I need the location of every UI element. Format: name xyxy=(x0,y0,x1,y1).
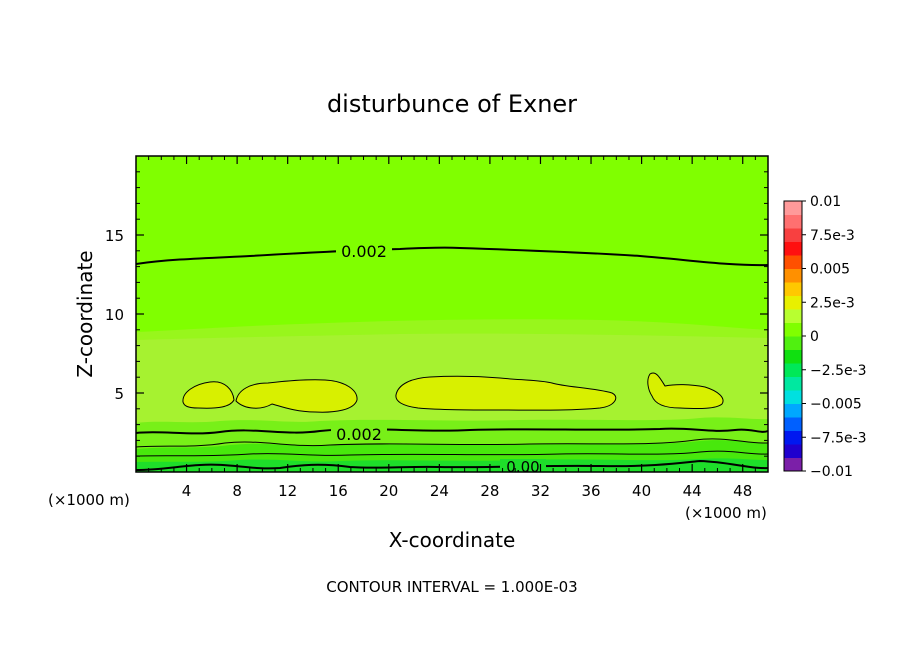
colorbar-swatch xyxy=(784,241,802,256)
colorbar-label: −7.5e-3 xyxy=(810,430,867,446)
contour-line-002-upper xyxy=(136,246,768,267)
x-tick-label: 8 xyxy=(232,482,242,500)
colorbar-label: 0.005 xyxy=(810,262,850,278)
colorbar-swatch xyxy=(784,322,802,337)
y-tick-label: 10 xyxy=(105,306,124,324)
colorbar-label: 0.01 xyxy=(810,194,841,210)
x-tick-label: 48 xyxy=(733,482,752,500)
contour-interval-note: CONTOUR INTERVAL = 1.000E-03 xyxy=(326,578,577,596)
contour-line-0010 xyxy=(136,450,768,457)
colorbar-swatch xyxy=(784,417,802,431)
colorbar-swatch xyxy=(784,201,802,215)
x-tick-label: 4 xyxy=(182,482,192,500)
colorbar-label: −0.005 xyxy=(810,397,862,413)
colorbar-swatch xyxy=(784,430,802,445)
y-tick-label: 5 xyxy=(114,385,124,403)
colorbar-label: −0.01 xyxy=(810,464,853,480)
colorbar-swatch xyxy=(784,309,802,323)
colorbar-label: 0 xyxy=(810,329,819,345)
colorbar-labels: 0.01 7.5e-3 0.005 2.5e-3 0 −2.5e-3 −0.005 −7.5e… xyxy=(802,194,867,480)
band-bottom xyxy=(136,458,768,472)
colorbar-swatch xyxy=(784,444,802,458)
colorbar-label: 2.5e-3 xyxy=(810,295,855,311)
x-tick-label: 32 xyxy=(531,482,550,500)
colorbar-swatch xyxy=(784,214,802,229)
plot-area xyxy=(136,156,768,472)
x-tick-label: 28 xyxy=(480,482,499,500)
x-tick-label: 40 xyxy=(632,482,651,500)
contour-label-upper: 0.002 xyxy=(341,242,387,261)
colorbar-label: −2.5e-3 xyxy=(810,363,867,379)
contour-label-zero: 0.00 xyxy=(506,458,539,476)
colorbar-swatch xyxy=(784,457,802,472)
colorbar-swatch xyxy=(784,349,802,364)
y-axis: 5 10 15 xyxy=(105,171,768,457)
colorbar-swatch xyxy=(784,376,802,391)
chart-title: disturbunce of Exner xyxy=(327,90,577,118)
cell-yellow-1 xyxy=(182,381,235,409)
colorbar-label: 7.5e-3 xyxy=(810,228,855,244)
contour-line-000 xyxy=(136,459,768,471)
y-axis-label: Z-coordinate xyxy=(73,250,97,377)
cell-yellow-3 xyxy=(395,375,617,411)
y-tick-label: 15 xyxy=(105,227,124,245)
x-tick-label: 20 xyxy=(379,482,398,500)
cell-yellow-4 xyxy=(647,372,724,409)
x-tick-label: 16 xyxy=(329,482,348,500)
contour-label-lower: 0.002 xyxy=(336,425,382,444)
contour-line-0015 xyxy=(136,438,768,448)
x-unit-right: (×1000 m) xyxy=(685,504,767,522)
cell-yellow-2 xyxy=(235,379,358,413)
x-tick-label: 36 xyxy=(581,482,600,500)
colorbar-swatch xyxy=(784,295,802,310)
colorbar xyxy=(784,201,802,472)
colorbar-swatch xyxy=(784,363,802,377)
colorbar-swatch xyxy=(784,268,802,283)
colorbar-swatch xyxy=(784,403,802,418)
colorbar-swatch xyxy=(784,228,802,242)
colorbar-swatch xyxy=(784,390,802,404)
x-axis: 4 8 12 16 20 24 28 32 36 40 44 48 xyxy=(148,156,756,500)
colorbar-swatch xyxy=(784,336,802,350)
contour-line-002-lower xyxy=(136,427,768,435)
x-tick-label: 24 xyxy=(430,482,449,500)
colorbar-swatch xyxy=(784,255,802,269)
x-tick-label: 44 xyxy=(683,482,702,500)
colorbar-swatch xyxy=(784,282,802,296)
x-tick-label: 12 xyxy=(278,482,297,500)
x-axis-label: X-coordinate xyxy=(389,528,516,552)
x-unit-left: (×1000 m) xyxy=(48,491,130,509)
